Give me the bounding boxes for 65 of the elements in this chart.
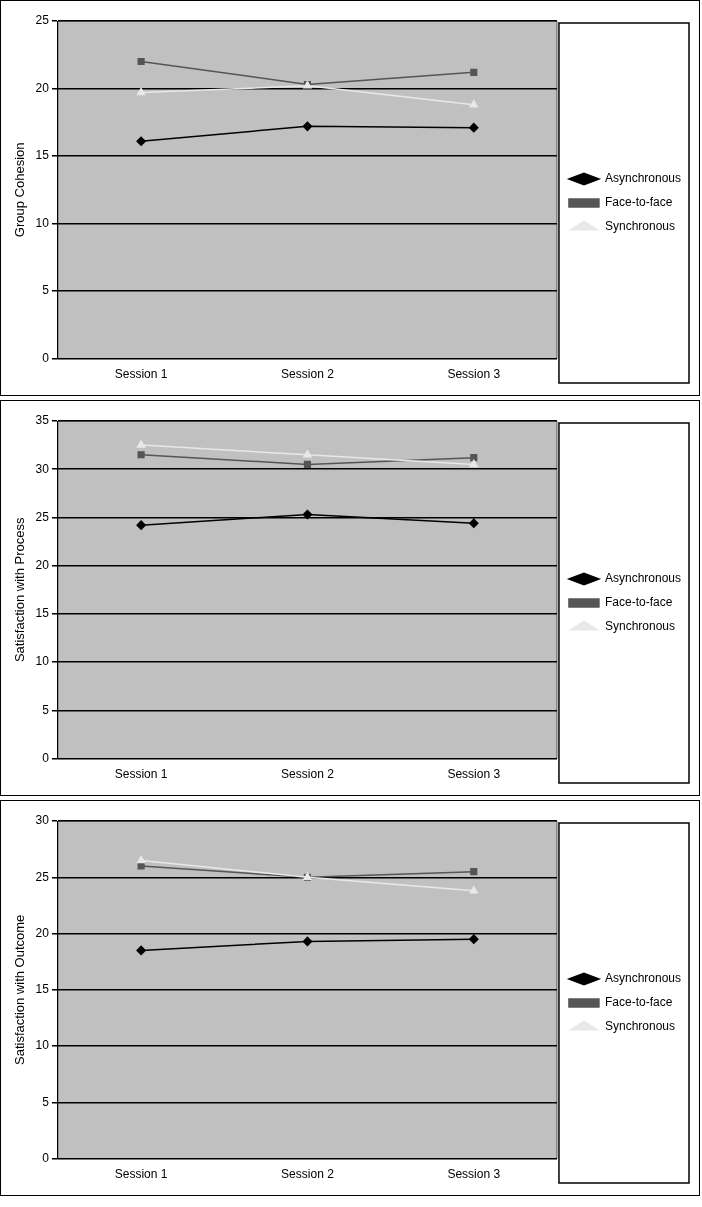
y-tick-label: 25 [35, 869, 50, 884]
legend-label: Asynchronous [604, 571, 681, 586]
legend-label: Face-to-face [604, 595, 673, 610]
y-tick-label: 5 [42, 283, 50, 298]
y-tick-label: 10 [35, 215, 50, 230]
x-tick-label: Session 3 [447, 367, 501, 382]
y-tick-label: 20 [35, 558, 50, 572]
y-tick-label: 35 [35, 413, 50, 428]
point [302, 936, 313, 947]
y-tick-label: 30 [35, 813, 50, 828]
legend-label: Synchronous [604, 619, 675, 634]
y-tick-label: 0 [42, 350, 50, 365]
legend-label: Asynchronous [604, 971, 681, 986]
x-tick-label: Session 3 [447, 1167, 501, 1182]
legend-label: Face-to-face [604, 195, 673, 210]
y-tick-label: 10 [35, 654, 50, 669]
y-tick-label: 0 [42, 1150, 50, 1165]
point [470, 868, 478, 876]
y-tick-label: 15 [35, 148, 50, 163]
point [470, 454, 478, 462]
point [136, 87, 146, 96]
y-tick-label: 0 [42, 750, 50, 765]
legend-label: Face-to-face [604, 995, 673, 1010]
point [302, 509, 313, 520]
y-tick-label: 15 [35, 606, 50, 621]
point [469, 886, 478, 894]
legend-label: Asynchronous [604, 171, 681, 186]
y-axis-title: Group Cohesion [12, 142, 28, 238]
x-tick-label: Session 2 [281, 767, 335, 782]
point [136, 945, 146, 956]
point [469, 99, 478, 108]
x-tick-label: Session 2 [281, 367, 335, 382]
point [303, 450, 312, 458]
point [136, 136, 146, 146]
y-tick-label: 25 [35, 509, 50, 524]
point [469, 122, 479, 133]
y-tick-label: 20 [35, 925, 50, 940]
y-tick-label: 20 [35, 80, 50, 95]
x-tick-label: Session 2 [281, 1167, 335, 1182]
x-tick-label: Session 1 [114, 367, 168, 382]
legend-label: Synchronous [604, 1019, 675, 1034]
y-tick-label: 10 [35, 1038, 50, 1053]
point [136, 440, 146, 448]
point [469, 459, 478, 468]
point [137, 57, 145, 66]
y-axis-title: Satisfaction with Outcome [12, 914, 28, 1065]
legend-label: Synchronous [604, 219, 675, 234]
y-tick-label: 5 [42, 702, 50, 717]
y-axis-title: Satisfaction with Process [12, 517, 28, 663]
y-tick-label: 30 [35, 461, 50, 476]
y-tick-label: 5 [42, 1094, 50, 1109]
y-tick-label: 15 [35, 982, 50, 997]
point [469, 934, 479, 944]
point [303, 460, 312, 468]
x-tick-label: Session 1 [114, 1167, 168, 1182]
point [302, 121, 313, 132]
point [137, 862, 145, 870]
point [136, 855, 146, 864]
y-tick-label: 25 [35, 13, 50, 28]
x-tick-label: Session 1 [114, 767, 168, 782]
point [470, 68, 478, 76]
point [469, 518, 479, 528]
x-tick-label: Session 3 [447, 767, 501, 782]
point [136, 520, 146, 530]
point [137, 451, 145, 459]
